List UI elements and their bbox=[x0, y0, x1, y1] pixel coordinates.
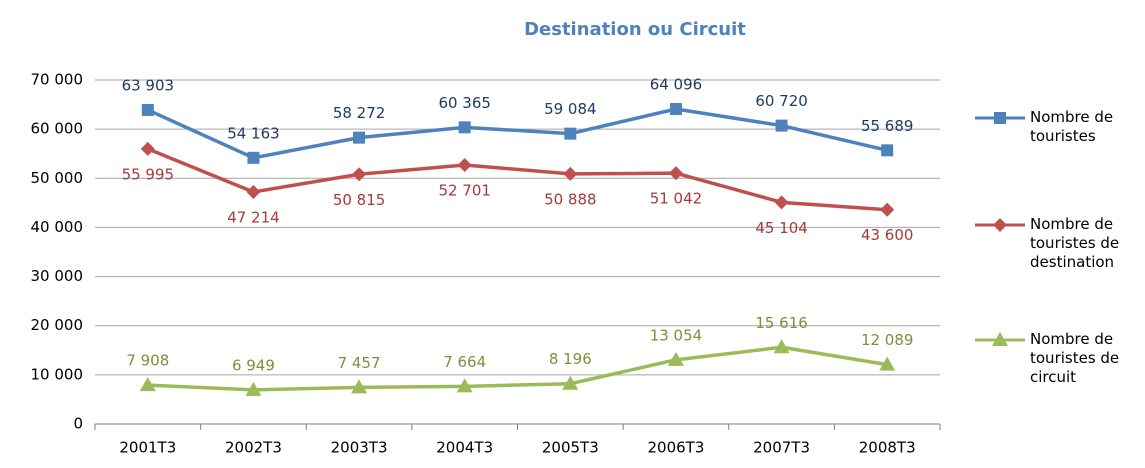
marker bbox=[564, 127, 577, 140]
series-line bbox=[147, 147, 888, 212]
marker bbox=[456, 378, 473, 393]
marker bbox=[773, 339, 790, 354]
marker bbox=[669, 103, 682, 116]
marker bbox=[774, 195, 789, 210]
data-label: 59 084 bbox=[544, 100, 597, 118]
x-tick-label: 2002T3 bbox=[225, 439, 282, 457]
data-label: 55 689 bbox=[861, 117, 914, 135]
x-tick-label: 2008T3 bbox=[859, 439, 916, 457]
x-tick-label: 2001T3 bbox=[119, 439, 176, 457]
marker bbox=[993, 218, 1007, 232]
data-label: 64 096 bbox=[650, 76, 703, 94]
marker bbox=[879, 356, 896, 371]
data-label: 45 104 bbox=[755, 219, 808, 237]
data-label: 7 664 bbox=[443, 353, 486, 371]
marker bbox=[881, 144, 894, 157]
data-label: 50 815 bbox=[333, 191, 386, 209]
x-tick-label: 2005T3 bbox=[542, 439, 599, 457]
x-tick-label: 2003T3 bbox=[331, 439, 388, 457]
data-label: 52 701 bbox=[438, 182, 491, 200]
y-tick-label: 50 000 bbox=[31, 169, 84, 187]
marker bbox=[668, 166, 683, 181]
marker bbox=[667, 351, 684, 366]
y-tick-label: 30 000 bbox=[31, 267, 84, 285]
chart-title: Destination ou Circuit bbox=[524, 19, 746, 40]
data-label: 63 903 bbox=[122, 76, 175, 94]
marker bbox=[352, 167, 367, 182]
series-line bbox=[147, 107, 888, 160]
marker bbox=[140, 141, 155, 156]
legend-entry: Nombre de touristes bbox=[1030, 108, 1114, 145]
x-tick-label: 2006T3 bbox=[647, 439, 704, 457]
data-label: 6 949 bbox=[232, 356, 275, 374]
data-label: 55 995 bbox=[122, 165, 175, 183]
data-label: 50 888 bbox=[544, 190, 597, 208]
marker bbox=[141, 103, 154, 116]
data-label: 58 272 bbox=[333, 104, 386, 122]
marker bbox=[245, 381, 262, 396]
data-label: 15 616 bbox=[755, 314, 808, 332]
marker bbox=[994, 112, 1006, 124]
legend-entry: Nombre de touristes de destination bbox=[1030, 215, 1120, 271]
marker bbox=[562, 375, 579, 390]
marker bbox=[351, 379, 368, 394]
data-label: 7 457 bbox=[338, 354, 381, 372]
data-label: 60 365 bbox=[438, 94, 491, 112]
marker bbox=[457, 158, 472, 173]
series-line bbox=[147, 345, 888, 392]
data-label: 60 720 bbox=[755, 92, 808, 110]
marker bbox=[775, 119, 788, 132]
marker bbox=[563, 166, 578, 181]
y-tick-label: 40 000 bbox=[31, 218, 84, 236]
marker bbox=[880, 202, 895, 217]
data-label: 43 600 bbox=[861, 226, 914, 244]
marker bbox=[353, 131, 366, 144]
y-tick-label: 60 000 bbox=[31, 120, 84, 138]
data-label: 8 196 bbox=[549, 350, 592, 368]
marker bbox=[458, 121, 471, 134]
y-tick-label: 0 bbox=[73, 415, 83, 433]
data-label: 51 042 bbox=[650, 190, 703, 208]
x-tick-label: 2007T3 bbox=[753, 439, 810, 457]
legend-entry: Nombre de touristes de circuit bbox=[1030, 330, 1120, 386]
data-label: 13 054 bbox=[650, 326, 703, 344]
y-tick-label: 10 000 bbox=[31, 365, 84, 383]
x-tick-label: 2004T3 bbox=[436, 439, 493, 457]
marker bbox=[247, 151, 260, 164]
data-label: 7 908 bbox=[126, 352, 169, 370]
marker bbox=[246, 184, 261, 199]
data-label: 12 089 bbox=[861, 331, 914, 349]
marker bbox=[992, 332, 1008, 346]
data-label: 47 214 bbox=[227, 208, 280, 226]
marker bbox=[139, 377, 156, 392]
y-tick-label: 20 000 bbox=[31, 316, 84, 334]
data-label: 54 163 bbox=[227, 124, 280, 142]
y-tick-label: 70 000 bbox=[31, 71, 84, 89]
